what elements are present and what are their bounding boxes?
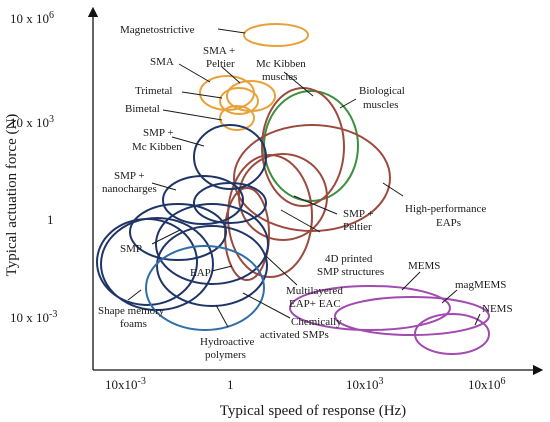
label-magmems: magMEMS: [455, 279, 506, 291]
leader-eap: [211, 265, 233, 272]
leader-smp-mc-kibben: [171, 136, 205, 147]
y-tick-label: 10 x 106: [10, 10, 54, 27]
leader-biological: [339, 98, 357, 109]
leader-sma: [178, 63, 211, 83]
y-axis-title: Typical actuation force (N): [4, 114, 20, 277]
label-magnetostrictive: Magnetostrictive: [120, 24, 195, 36]
leader-foams: [127, 289, 142, 301]
label-bimetal: Bimetal: [125, 103, 160, 115]
region-smp-nanocharges-2: [193, 182, 267, 224]
region-labels: Magnetostrictive SMA SMA + Peltier Mc Ki…: [98, 24, 513, 361]
region-smp: [129, 203, 227, 261]
leader-lines: [127, 28, 481, 328]
x-axis-title: Typical speed of response (Hz): [220, 403, 406, 419]
label-biological-2: muscles: [363, 99, 398, 111]
leader-multilayered: [265, 255, 298, 286]
label-sma-peltier-1: SMA +: [203, 45, 235, 57]
leader-smp-nanocharges: [151, 182, 177, 191]
y-tick-label: 10 x 10-3: [10, 309, 57, 326]
label-4d-printed-1: 4D printed: [325, 253, 373, 265]
leader-4d-printed: [280, 209, 321, 233]
leader-bimetal: [162, 109, 223, 121]
label-sma: SMA: [150, 56, 174, 68]
region-4d-printed-smp: [227, 154, 313, 278]
label-foams-1: Shape memory: [98, 305, 165, 317]
y-tick-label: 1: [47, 212, 54, 227]
leader-magnetostrictive: [217, 28, 246, 34]
label-nems: NEMS: [482, 303, 513, 315]
label-smp-peltier-2: Peltier: [343, 221, 372, 233]
region-magmems: [334, 296, 490, 336]
label-high-performance-2: EAPs: [436, 217, 461, 229]
label-sma-peltier-2: Peltier: [206, 58, 235, 70]
region-bimetal: [219, 105, 255, 131]
label-multilayered-1: Multilayered: [286, 285, 343, 297]
x-tick-label: 10x103: [346, 376, 384, 393]
region-chemically-activated-smps: [156, 225, 268, 307]
label-eap: EAP: [190, 267, 211, 279]
label-smp: SMP: [120, 243, 142, 255]
region-hydroactive-polymers: [145, 245, 265, 331]
leader-mc-kibben: [283, 71, 314, 97]
label-hydroactive-1: Hydroactive: [200, 336, 254, 348]
label-multilayered-2: EAP+ EAC: [289, 298, 341, 310]
leader-trimetal: [181, 91, 223, 99]
leader-nems: [474, 313, 481, 326]
leader-mems: [401, 271, 421, 291]
label-smp-nanocharges-1: SMP +: [114, 170, 145, 182]
x-tick-label: 1: [227, 377, 234, 392]
region-shape-memory-foams-2: [100, 217, 214, 311]
region-eap: [155, 203, 269, 285]
label-trimetal: Trimetal: [135, 85, 173, 97]
region-magnetostrictive: [243, 23, 309, 47]
label-biological-1: Biological: [359, 85, 405, 97]
label-smp-nanocharges-2: nanocharges: [102, 183, 157, 195]
label-smp-mc-kibben-2: Mc Kibben: [132, 141, 182, 153]
x-tick-label: 10x10-3: [105, 376, 146, 393]
label-high-performance-1: High-performance: [405, 203, 486, 215]
label-hydroactive-2: polymers: [205, 349, 246, 361]
region-smp-peltier: [238, 153, 328, 241]
leader-smp: [151, 229, 181, 245]
label-foams-2: foams: [120, 318, 147, 330]
leader-high-performance: [382, 182, 404, 197]
label-mc-kibben-2: muscles: [262, 71, 297, 83]
leader-hydroactive: [215, 304, 229, 328]
label-chemically-1: Chemically: [291, 316, 342, 328]
region-nems: [414, 313, 490, 355]
region-high-performance-eaps: [233, 124, 391, 232]
region-smp-nanocharges: [162, 175, 244, 225]
leader-magmems: [441, 289, 458, 304]
label-smp-peltier-1: SMP +: [343, 208, 374, 220]
regions: [96, 23, 490, 355]
region-trimetal: [219, 87, 259, 115]
label-mems: MEMS: [408, 260, 440, 272]
region-mems: [289, 285, 451, 331]
leader-smp-peltier: [293, 195, 338, 215]
label-mc-kibben-1: Mc Kibben: [256, 58, 306, 70]
region-mc-kibben-muscles: [261, 87, 345, 207]
y-tick-label: 10 x 103: [10, 114, 54, 131]
leader-chemically: [242, 292, 291, 319]
x-tick-label: 10x106: [468, 376, 506, 393]
region-smp-mc-kibben: [193, 124, 267, 190]
label-smp-mc-kibben-1: SMP +: [143, 127, 174, 139]
leader-sma-peltier: [221, 66, 241, 84]
label-4d-printed-2: SMP structures: [317, 266, 384, 278]
label-chemically-2: activated SMPs: [260, 329, 329, 341]
